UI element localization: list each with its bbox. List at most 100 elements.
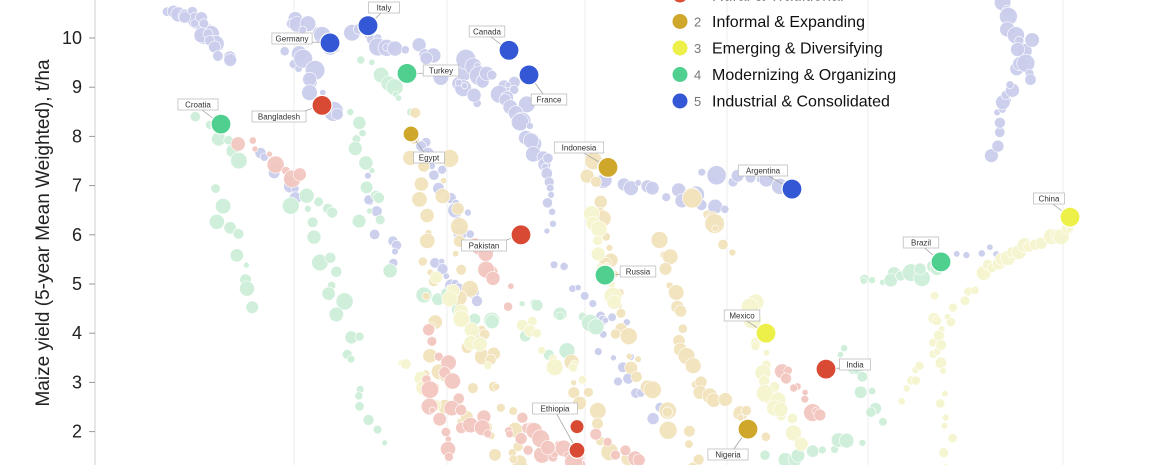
background-point	[279, 46, 290, 57]
background-point	[543, 227, 551, 235]
country-marker-pakistan[interactable]: Pakistan	[461, 224, 532, 252]
background-point	[910, 375, 921, 386]
country-marker-ethiopia[interactable]: Ethiopia	[532, 402, 586, 459]
legend-label: Modernizing & Organizing	[712, 67, 896, 84]
background-point	[360, 180, 374, 194]
country-label-box	[251, 110, 307, 123]
background-point	[580, 291, 590, 301]
country-marker-italy[interactable]: Italy	[357, 1, 400, 37]
background-point	[760, 431, 771, 442]
background-point	[549, 220, 557, 228]
background-point	[223, 53, 237, 67]
background-point	[953, 250, 961, 258]
country-marker-nigeria[interactable]: Nigeria	[707, 418, 759, 461]
background-point	[518, 300, 526, 308]
background-point	[266, 150, 273, 158]
background-point	[984, 148, 999, 163]
country-label-box	[177, 98, 219, 111]
y-tick-label: 7	[72, 176, 82, 196]
country-marker-indonesia[interactable]: Indonesia	[553, 141, 619, 178]
background-point	[684, 357, 702, 374]
background-point	[658, 262, 673, 276]
country-marker-france[interactable]: France	[518, 64, 568, 106]
country-label: Argentina	[746, 167, 781, 176]
country-label: Nigeria	[715, 451, 741, 460]
background-point	[461, 82, 468, 90]
background-point	[762, 349, 771, 357]
country-point	[1059, 206, 1081, 228]
background-point	[239, 280, 255, 297]
background-point	[422, 323, 435, 337]
background-point	[1016, 53, 1036, 73]
background-point	[661, 406, 673, 418]
background-point	[593, 194, 608, 209]
background-point	[354, 401, 365, 412]
background-point	[303, 205, 312, 213]
background-point	[587, 318, 605, 336]
background-point	[711, 224, 719, 233]
background-point	[232, 228, 245, 240]
background-point	[368, 59, 376, 66]
country-label-box	[902, 236, 940, 249]
background-point	[677, 323, 688, 334]
background-point	[471, 295, 483, 307]
background-point	[786, 412, 799, 425]
background-point	[483, 361, 493, 370]
country-marker-china[interactable]: China	[1033, 192, 1081, 228]
country-label-box	[553, 141, 605, 154]
country-marker-argentina[interactable]: Argentina	[737, 164, 803, 200]
background-point	[212, 50, 224, 62]
background-point	[994, 117, 1006, 129]
country-marker-brazil[interactable]: Brazil	[902, 236, 952, 273]
background-point	[522, 132, 540, 149]
country-label-box	[839, 358, 871, 371]
background-point	[328, 306, 344, 323]
background-point	[794, 436, 809, 452]
background-point	[613, 376, 623, 387]
background-point	[472, 336, 488, 352]
country-marker-turkey[interactable]: Turkey	[396, 62, 460, 85]
background-point	[444, 452, 454, 462]
background-point	[610, 354, 617, 362]
background-point	[632, 453, 646, 465]
y-tick-label: 2	[72, 422, 82, 442]
country-marker-croatia[interactable]: Croatia	[177, 98, 232, 135]
country-marker-bangladesh[interactable]: Bangladesh	[251, 94, 333, 123]
country-label: India	[846, 361, 864, 370]
background-point	[1024, 73, 1037, 86]
legend-swatch	[671, 66, 689, 83]
background-point	[943, 313, 951, 321]
country-marker-russia[interactable]: Russia	[594, 264, 657, 286]
country-marker-egypt[interactable]: Egypt	[402, 125, 445, 164]
country-label: Russia	[626, 268, 651, 277]
background-point	[935, 398, 946, 409]
background-point	[610, 449, 621, 461]
country-marker-india[interactable]: India	[815, 358, 871, 380]
background-point	[624, 360, 638, 375]
background-point	[331, 107, 344, 121]
background-point	[411, 37, 427, 53]
background-point	[208, 213, 225, 230]
background-point	[643, 380, 662, 399]
background-point	[504, 81, 512, 89]
legend-label: Rural & Traditional	[712, 0, 844, 5]
background-point	[313, 196, 324, 207]
country-marker-mexico[interactable]: Mexico	[723, 309, 777, 344]
background-point	[630, 370, 643, 383]
background-point	[537, 346, 546, 355]
background-point	[369, 228, 381, 240]
country-marker-canada[interactable]: Canada	[468, 25, 520, 61]
country-label: Egypt	[419, 154, 440, 163]
country-point	[498, 39, 520, 61]
background-point	[352, 214, 367, 229]
background-point	[646, 412, 660, 425]
background-point	[281, 197, 300, 215]
background-point	[658, 420, 678, 440]
background-point	[836, 351, 844, 359]
background-point	[623, 180, 639, 196]
background-point	[451, 202, 465, 216]
country-marker-germany[interactable]: Germany	[271, 32, 341, 54]
background-point	[306, 229, 322, 245]
background-point	[483, 429, 493, 439]
